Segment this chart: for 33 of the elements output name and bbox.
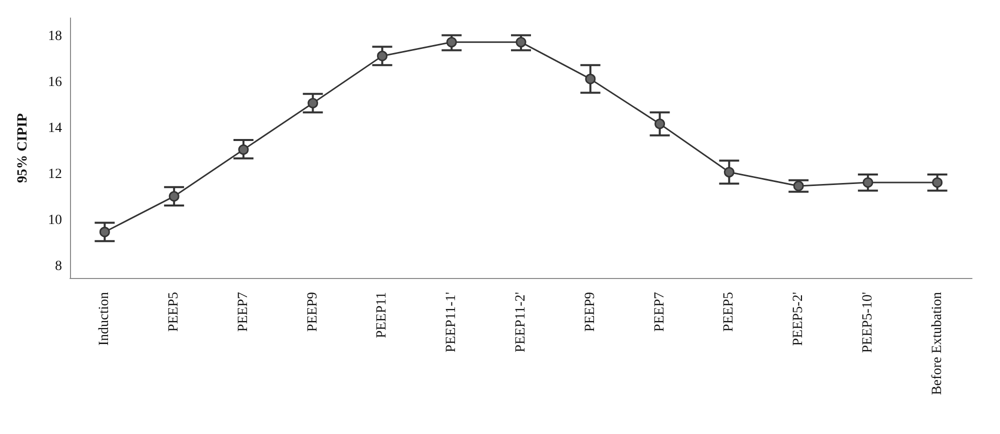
point [238, 144, 249, 155]
x-tick-label: Before Extubation [930, 292, 945, 396]
x-tick-label: PEEP11 [374, 292, 390, 338]
x-tick-label: PEEP11-1' [444, 292, 460, 352]
y-tick-label: 12 [48, 166, 62, 182]
point [654, 118, 666, 130]
x-tick-label: Induction [97, 292, 112, 346]
x-tick-label: PEEP11-2' [514, 292, 528, 352]
y-axis-title: 95% CIPIP [16, 112, 30, 183]
x-tick-label: PEEP5 [166, 292, 182, 332]
x-tick-label: PEEP9 [305, 292, 320, 332]
point [446, 36, 457, 48]
point [793, 180, 804, 192]
y-tick-label: 16 [48, 74, 62, 90]
y-tick-label: 18 [48, 28, 62, 44]
point [99, 226, 110, 238]
x-tick-label: PEEP5 [722, 292, 737, 332]
point [516, 36, 526, 48]
point [724, 166, 734, 178]
x-tick-label: PEEP7 [652, 292, 668, 332]
point [932, 177, 943, 188]
point [585, 74, 596, 84]
y-tick-label: 10 [48, 212, 62, 228]
y-tick-label: 14 [48, 120, 62, 136]
x-tick-label: PEEP9 [582, 292, 598, 332]
point [862, 177, 874, 188]
x-tick-label: PEEP5-2' [791, 292, 806, 346]
x-tick-label: PEEP5-10' [860, 292, 876, 353]
y-tick-label: 8 [55, 258, 62, 274]
point [308, 98, 318, 108]
point [168, 191, 180, 202]
x-tick-label: PEEP7 [236, 292, 251, 332]
point [376, 50, 388, 62]
